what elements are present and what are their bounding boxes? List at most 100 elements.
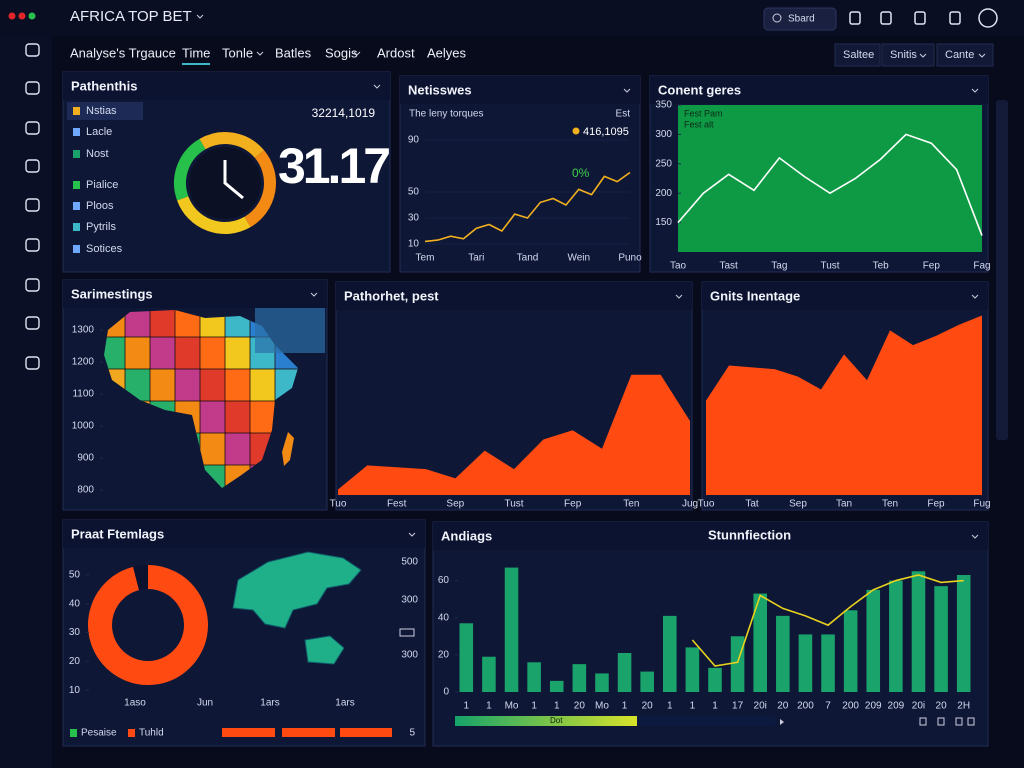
chevron [919,53,927,58]
map-region [174,336,202,371]
x-tick-label: Puno [618,253,642,264]
legend-chip [399,628,415,637]
panel-header [336,282,692,310]
map-region [199,400,227,435]
x-tick-label: Mo [505,701,519,712]
sidebar-icon[interactable] [25,159,40,173]
nav-tab[interactable]: Analyse's Trgauce [70,45,176,60]
map-region [199,336,227,371]
panel-title: Conent geres [658,82,741,97]
y-tick-label: 1200 [72,357,95,368]
panel-menu[interactable] [373,84,381,89]
sidebar-icon[interactable] [25,81,40,95]
nav-tab[interactable]: Aelyes [427,45,467,60]
x-tick-label: 20 [936,701,948,712]
window-dot [8,12,16,20]
sidebar-icon[interactable] [25,356,40,370]
menu-item[interactable]: Ploos [86,200,114,212]
y-tick-label: 30 [408,213,420,224]
x-tick-label: Ten [623,499,639,510]
menu-item[interactable]: Nost [86,148,109,160]
panel-menu[interactable] [623,88,631,93]
action-button[interactable] [834,43,881,67]
clock-hands [223,160,244,200]
x-tick-label: 7 [825,701,831,712]
x-tick-label: Jun [197,698,213,709]
menu-icon [73,245,80,253]
menu-icon [73,107,80,115]
sidebar-icon[interactable] [25,316,40,330]
panel-menu[interactable] [971,88,979,93]
bar [572,664,587,692]
menu-item[interactable]: Pialice [86,179,118,191]
x-tick-label: Fest [387,499,407,510]
progress-arrow [780,719,784,725]
panel-menu[interactable] [408,532,416,537]
bar [640,671,654,692]
x-tick-label: Tem [416,253,435,264]
x-tick-label: Tand [517,253,539,264]
panel-menu[interactable] [310,292,318,297]
x-tick-label: Sep [789,499,807,510]
menu-item[interactable]: Sotices [86,243,123,255]
menu-item[interactable]: Lacle [86,126,112,138]
corner-label: Est [616,109,631,120]
bar [663,615,677,692]
tool-icon[interactable] [967,717,975,726]
search-icon [772,13,782,23]
search-box[interactable] [763,7,837,31]
x-tick-label: Fug [973,499,990,510]
asia-map [232,551,362,665]
x-tick-label: Fep [927,499,945,510]
x-tick-label: Tao [670,261,687,272]
x-tick-label: 200 [797,701,814,712]
profile-icon[interactable] [978,8,998,28]
tool-icon[interactable] [937,717,945,726]
donut-slice [133,565,149,591]
y-tick-label: 20 [69,656,81,667]
sidebar-icon[interactable] [25,121,40,135]
menu-icon [73,223,80,231]
map-region [199,432,227,467]
toolbar-icon[interactable] [880,11,892,25]
y-tick-label: 150 [655,217,672,228]
panel-menu[interactable] [971,534,979,539]
tool-icon[interactable] [955,717,963,726]
top-bar [0,0,1024,36]
nav-tab[interactable]: Time [182,45,210,60]
x-tick-label: Teb [873,261,890,272]
toolbar-icon[interactable] [849,11,861,25]
bar [934,586,948,692]
panel-menu[interactable] [971,294,979,299]
x-tick-label: 1 [531,701,537,712]
nav-tab[interactable]: Batles [275,45,312,60]
menu-item[interactable]: Nstias [86,105,117,117]
map-region [224,432,252,467]
x-tick-label: 1ars [335,698,354,709]
sidebar-icon[interactable] [25,278,40,292]
x-tick-label: Tuo [330,499,347,510]
toolbar-icon[interactable] [914,11,926,25]
sidebar [0,36,52,768]
window-dot [18,12,26,20]
action-button[interactable] [881,43,935,67]
legend-label: Fest Pam [684,108,723,118]
tool-icon[interactable] [919,717,927,726]
y-tick-label: 90 [408,135,420,146]
action-label: Saltee [843,49,874,61]
y-tick-label: 300 [655,129,672,140]
menu-item[interactable]: Pytrils [86,221,116,233]
nav-tab[interactable]: Sogis [325,45,358,60]
sidebar-icon[interactable] [25,238,40,252]
panel [399,75,641,273]
panel-menu[interactable] [675,294,683,299]
big-value: 31.17 [278,138,389,194]
x-tick-label: 20i [754,701,767,712]
toolbar-icon[interactable] [949,11,961,25]
action-button[interactable] [936,43,994,67]
panel-header [400,76,640,104]
sidebar-icon[interactable] [25,198,40,212]
sidebar-icon[interactable] [25,43,40,57]
nav-tab[interactable]: Ardost [377,45,415,60]
nav-tab[interactable]: Tonle [222,45,253,60]
